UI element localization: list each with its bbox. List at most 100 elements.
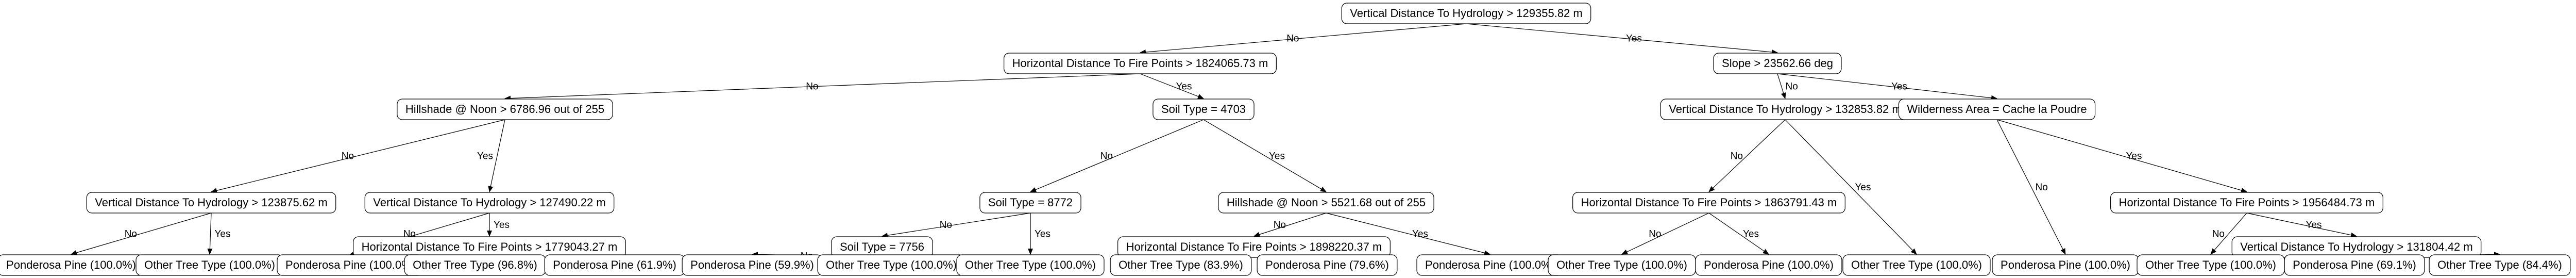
edge-line — [504, 73, 1141, 101]
decision-node: Soil Type = 8772 — [979, 192, 1081, 214]
edge-line — [1030, 119, 1204, 192]
leaf-node: Ponderosa Pine (69.1%) — [2284, 254, 2425, 276]
node-label: Other Tree Type (100.0%) — [2145, 258, 2276, 271]
decision-node: Slope > 23562.66 deg — [1713, 53, 1842, 74]
edge-label-yes: Yes — [1743, 229, 1759, 240]
node-label: Vertical Distance To Hydrology > 127490.… — [373, 196, 605, 209]
decision-node: Horizontal Distance To Fire Points > 186… — [1572, 192, 1845, 214]
edge-label-yes: Yes — [1412, 229, 1428, 240]
edge-line — [1253, 212, 1327, 237]
node-label: Other Tree Type (84.4%) — [2437, 258, 2562, 271]
decision-node: Hillshade @ Noon > 5521.68 out of 255 — [1218, 192, 1434, 214]
node-label: Ponderosa Pine (100.0%) — [1425, 258, 1555, 271]
node-box — [1341, 3, 1591, 24]
node-label: Slope > 23562.66 deg — [1722, 57, 1833, 70]
leaf-node: Other Tree Type (100.0%) — [1548, 254, 1696, 276]
node-label: Soil Type = 7756 — [840, 240, 924, 253]
edge-line — [1203, 119, 1327, 192]
node-label: Hillshade @ Noon > 5521.68 out of 255 — [1227, 196, 1426, 209]
decision-node: Vertical Distance To Hydrology > 131804.… — [2231, 236, 2482, 258]
edge-line — [1708, 119, 1786, 192]
decision-node: Vertical Distance To Hydrology > 123875.… — [86, 192, 336, 214]
decision-node: Horizontal Distance To Fire Points > 177… — [353, 236, 626, 258]
leaf-node: Ponderosa Pine (100.0%) — [1416, 254, 1564, 276]
node-label: Soil Type = 4703 — [1161, 103, 1246, 116]
node-box — [1713, 53, 1842, 74]
edge-label-yes: Yes — [1626, 34, 1642, 44]
node-label: Other Tree Type (100.0%) — [965, 258, 1096, 271]
node-box — [1218, 192, 1434, 214]
node-box — [2284, 254, 2425, 276]
leaf-node: Other Tree Type (100.0%) — [817, 254, 965, 276]
edge-label-no: No — [806, 81, 818, 92]
edge-line — [1708, 212, 1769, 255]
node-box — [2110, 192, 2383, 214]
node-label: Hillshade @ Noon > 6786.96 out of 255 — [405, 103, 604, 116]
decision-node: Horizontal Distance To Fire Points > 182… — [1004, 53, 1277, 74]
node-label: Vertical Distance To Hydrology > 132853.… — [1669, 103, 1901, 116]
node-label: Horizontal Distance To Fire Points > 177… — [362, 240, 618, 253]
node-label: Ponderosa Pine (59.9%) — [690, 258, 814, 271]
edge-line — [71, 212, 212, 255]
node-box — [1695, 254, 1842, 276]
node-label: Other Tree Type (100.0%) — [1556, 258, 1687, 271]
node-label: Ponderosa Pine (69.1%) — [2293, 258, 2416, 271]
decision-node: Hillshade @ Noon > 6786.96 out of 255 — [397, 99, 613, 120]
node-box — [364, 192, 615, 214]
leaf-node: Other Tree Type (96.8%) — [404, 254, 546, 276]
edge-line — [882, 212, 1031, 238]
leaf-node: Ponderosa Pine (61.9%) — [544, 254, 685, 276]
node-box — [86, 192, 336, 214]
node-label: Ponderosa Pine (100.0%) — [2001, 258, 2130, 271]
node-box — [1110, 254, 1252, 276]
leaf-node: Ponderosa Pine (100.0%) — [1992, 254, 2139, 276]
edge-label-yes: Yes — [1176, 81, 1192, 92]
leaf-node: Ponderosa Pine (100.0%) — [0, 254, 145, 276]
node-label: Other Tree Type (83.9%) — [1118, 258, 1243, 271]
node-box — [1004, 53, 1277, 74]
leaf-node: Ponderosa Pine (59.9%) — [682, 254, 823, 276]
decision-node: Vertical Distance To Hydrology > 129355.… — [1341, 3, 1591, 24]
edge-line — [1466, 23, 1778, 55]
node-label: Ponderosa Pine (100.0%) — [285, 258, 415, 271]
edge-line — [1140, 23, 1467, 55]
edge-line — [211, 119, 505, 193]
node-label: Horizontal Distance To Fire Points > 186… — [1581, 196, 1837, 209]
node-label: Vertical Distance To Hydrology > 131804.… — [2240, 240, 2472, 253]
node-box — [2429, 254, 2571, 276]
node-box — [1898, 99, 2096, 120]
edge-label-yes: Yes — [1891, 81, 1907, 92]
edge-label-no: No — [2212, 229, 2225, 240]
node-label: Other Tree Type (100.0%) — [1851, 258, 1982, 271]
decision-node: Soil Type = 7756 — [831, 236, 933, 258]
decision-node: Vertical Distance To Hydrology > 132853.… — [1660, 99, 1910, 120]
edge-line — [1996, 119, 2066, 255]
edge-label-no: No — [1274, 220, 1286, 231]
edge-label-yes: Yes — [2126, 151, 2142, 162]
edge-label-no: No — [1731, 151, 1743, 162]
leaf-node: Other Tree Type (84.4%) — [2429, 254, 2571, 276]
edge-line — [2210, 212, 2247, 255]
edges-layer: No Yes No Yes No Yes No Yes No Yes No Yes No Yes No Yes… — [71, 23, 2500, 262]
node-label: Horizontal Distance To Fire Points > 189… — [1126, 240, 1382, 253]
node-label: Ponderosa Pine (79.6%) — [1265, 258, 1389, 271]
edge-label-no: No — [125, 229, 137, 240]
decision-node: Wilderness Area = Cache la Poudre — [1898, 99, 2096, 120]
leaf-node: Ponderosa Pine (100.0%) — [1695, 254, 1842, 276]
node-label: Wilderness Area = Cache la Poudre — [1907, 103, 2087, 116]
node-label: Vertical Distance To Hydrology > 129355.… — [1350, 7, 1582, 20]
node-label: Horizontal Distance To Fire Points > 182… — [1012, 57, 1268, 70]
edge-line — [1326, 212, 1490, 256]
node-box — [1257, 254, 1398, 276]
leaf-node: Ponderosa Pine (79.6%) — [1257, 254, 1398, 276]
leaf-node: Other Tree Type (100.0%) — [135, 254, 284, 276]
edge-line — [1777, 73, 1786, 99]
edge-label-yes: Yes — [477, 151, 493, 162]
leaf-node: Other Tree Type (100.0%) — [1842, 254, 1991, 276]
node-box — [1572, 192, 1845, 214]
edge-label-no: No — [1100, 151, 1113, 162]
node-box — [397, 99, 613, 120]
node-label: Other Tree Type (96.8%) — [413, 258, 537, 271]
node-box — [1842, 254, 1991, 276]
